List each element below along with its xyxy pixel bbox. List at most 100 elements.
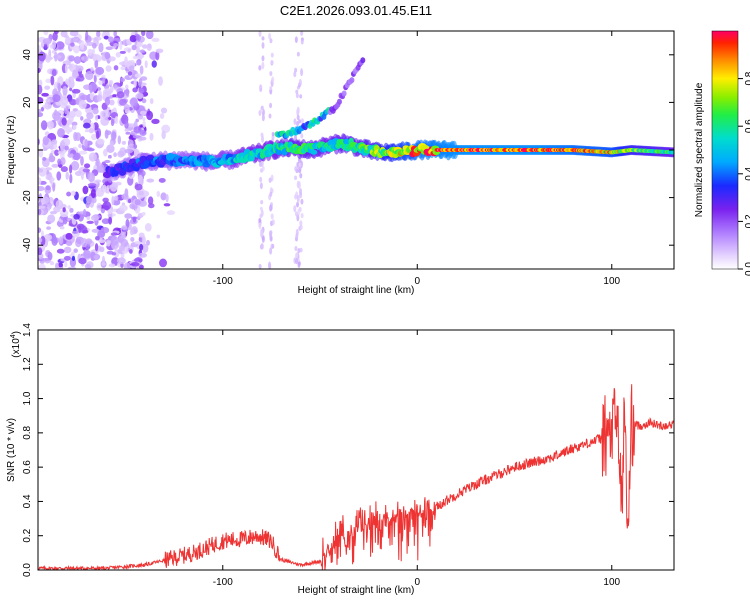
noise-blob bbox=[104, 52, 111, 60]
noise-blob bbox=[145, 31, 154, 40]
streak-blob bbox=[294, 166, 298, 172]
noise-blob bbox=[159, 258, 167, 268]
noise-blob bbox=[110, 131, 117, 141]
noise-blob bbox=[151, 60, 157, 68]
branch-blob bbox=[360, 57, 366, 64]
noise-blob bbox=[69, 164, 73, 174]
streak-blob bbox=[271, 76, 275, 83]
noise-blob bbox=[109, 140, 114, 147]
colorbar-tick-label: 0.8 bbox=[744, 71, 750, 85]
noise-blob bbox=[138, 88, 145, 94]
x-tick-label: 100 bbox=[603, 577, 620, 588]
streak-blob bbox=[299, 188, 303, 196]
streak-blob bbox=[261, 55, 265, 62]
noise-blob bbox=[156, 234, 161, 239]
noise-blob bbox=[92, 42, 97, 49]
noise-blob bbox=[78, 225, 82, 233]
noise-blob bbox=[163, 203, 171, 207]
streak-blob bbox=[296, 201, 300, 208]
noise-blob bbox=[49, 152, 54, 160]
noise-blob bbox=[38, 205, 46, 209]
noise-blob bbox=[47, 214, 56, 224]
noise-blob bbox=[120, 66, 126, 71]
noise-blob bbox=[66, 191, 72, 197]
streak-blob bbox=[298, 78, 302, 87]
snr-axes: -100 0 100 0.0 0.2 0.4 0.6 0.8 1.0 1.2 1.4 bbox=[22, 323, 674, 588]
streak-blob bbox=[300, 133, 304, 139]
noise-blob bbox=[50, 75, 55, 86]
noise-blob bbox=[121, 140, 127, 145]
noise-blob bbox=[69, 99, 78, 106]
noise-blob bbox=[125, 131, 131, 135]
y-tick-label: -40 bbox=[22, 238, 33, 253]
noise-blob bbox=[114, 116, 119, 125]
noise-blob bbox=[70, 42, 75, 47]
noise-blob bbox=[55, 199, 64, 210]
noise-blob bbox=[56, 248, 65, 254]
colorbar-label: Normalized spectral amplitude bbox=[694, 82, 705, 217]
streak-blob bbox=[294, 36, 298, 43]
noise-blob bbox=[57, 158, 62, 165]
noise-blob bbox=[108, 216, 113, 225]
streak-blob bbox=[296, 121, 300, 127]
noise-blob bbox=[89, 82, 98, 93]
streak-blob bbox=[296, 51, 300, 57]
noise-blob bbox=[141, 243, 149, 253]
noise-blob bbox=[96, 138, 105, 145]
noise-blob bbox=[65, 171, 69, 180]
noise-blob bbox=[42, 37, 52, 45]
noise-blob bbox=[82, 168, 91, 173]
noise-blob bbox=[73, 213, 80, 220]
noise-blob bbox=[46, 226, 51, 230]
noise-blob bbox=[45, 55, 51, 63]
spectrogram-panel: -100 0 100 -40 -20 0 20 40 Height of straight l… bbox=[6, 30, 675, 296]
noise-blob bbox=[63, 34, 69, 39]
noise-blob bbox=[92, 107, 99, 115]
colorbar-tick-label: 0.0 bbox=[744, 262, 750, 276]
streak-blob bbox=[300, 198, 304, 205]
streak-blob bbox=[268, 113, 272, 119]
streak-blob bbox=[271, 131, 275, 137]
noise-blob bbox=[147, 203, 155, 209]
noise-blob bbox=[57, 127, 65, 138]
noise-blob bbox=[136, 59, 142, 66]
noise-blob bbox=[139, 243, 144, 251]
noise-blob bbox=[113, 152, 117, 158]
noise-blob bbox=[112, 84, 118, 89]
noise-blob bbox=[117, 135, 122, 145]
figure-title: C2E1.2026.093.01.45.E11 bbox=[280, 3, 432, 18]
streak-blob bbox=[258, 263, 262, 269]
noise-blob bbox=[38, 186, 45, 192]
noise-blob bbox=[113, 31, 117, 37]
x-tick-label: -100 bbox=[213, 276, 233, 287]
noise-blob bbox=[64, 261, 68, 268]
streak-blob bbox=[300, 68, 304, 77]
streak-blob bbox=[260, 230, 264, 237]
streak-blob bbox=[259, 84, 263, 91]
streak-blob bbox=[293, 118, 297, 125]
noise-blob bbox=[113, 42, 119, 47]
noise-blob bbox=[54, 149, 60, 156]
noise-blob bbox=[138, 136, 147, 141]
noise-blob bbox=[86, 220, 94, 224]
y-tick-label: 0.6 bbox=[22, 460, 33, 474]
ridge-blob bbox=[670, 150, 674, 155]
noise-blob bbox=[47, 120, 54, 130]
noise-blob bbox=[119, 50, 126, 54]
noise-blob bbox=[61, 117, 67, 126]
noise-blob bbox=[133, 126, 142, 133]
ridge-blob bbox=[343, 138, 350, 145]
noise-blob bbox=[98, 239, 106, 244]
noise-blob bbox=[125, 84, 129, 90]
streak-blob bbox=[261, 114, 265, 122]
streak-blob bbox=[296, 106, 300, 114]
noise-blob bbox=[71, 121, 78, 126]
noise-blob bbox=[78, 150, 88, 155]
noise-blob bbox=[138, 232, 145, 238]
noise-blob bbox=[94, 179, 102, 183]
noise-blob bbox=[127, 71, 133, 76]
streak-blob bbox=[297, 261, 301, 268]
noise-blob bbox=[120, 77, 125, 83]
noise-blob bbox=[105, 46, 114, 51]
noise-blob bbox=[124, 213, 133, 219]
